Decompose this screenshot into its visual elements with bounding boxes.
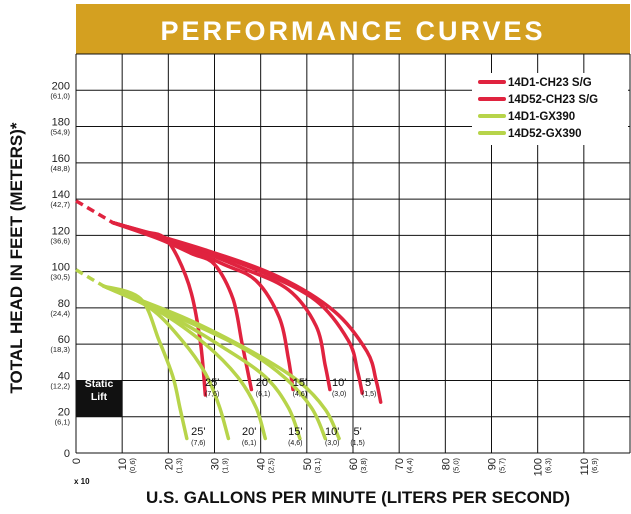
- y-tick-label-metric: (6,1): [55, 418, 71, 427]
- y-tick-label: 40: [58, 370, 70, 382]
- static-lift-label-line2: Lift: [91, 391, 108, 403]
- curve-label-metric: (4,6): [288, 440, 302, 447]
- static-lift-label-line1: Static: [85, 378, 114, 390]
- x-tick-label: 100: [533, 458, 545, 476]
- x-tick-label-metric: (5,0): [451, 457, 460, 473]
- pump-curve-line: [111, 220, 383, 404]
- curve-label: 10': [325, 426, 339, 438]
- curve-label-metric: (3,0): [325, 440, 339, 447]
- curve-label-metric: (4,6): [293, 391, 307, 398]
- curve-label-metric: (6,1): [256, 391, 270, 398]
- x-tick-label: 10: [117, 458, 129, 470]
- y-axis-ticks: 0 20(6,1) 40(12,2) 60(18,3) 80(24,4) 100(30,5…: [50, 80, 70, 460]
- y-tick-label: 60: [58, 334, 70, 346]
- curve-label: 20': [242, 426, 256, 438]
- y-tick-label: 20: [58, 407, 70, 419]
- x-tick-label-metric: (3,1): [313, 457, 322, 473]
- y-tick-label-metric: (54,9): [50, 128, 70, 137]
- y-tick-label: 140: [52, 189, 70, 201]
- dashed-curve-extension: [75, 268, 105, 288]
- curve-label: 5': [354, 426, 362, 438]
- curve-label-metric: (1,5): [362, 391, 376, 398]
- x-tick-label: 80: [440, 458, 452, 470]
- pump-curve-line: [101, 284, 341, 441]
- y-tick-label: 0: [64, 448, 70, 460]
- curve-label-metric: (6,1): [242, 440, 256, 447]
- x-tick-label: 30: [210, 458, 222, 470]
- y-tick-label: 80: [58, 298, 70, 310]
- x-axis-ticks: 0 10 (0,6) 20 (1,3) 30 (1,9) 40 (2,5) 50 (3,1) 60 (3…: [71, 457, 599, 476]
- x-tick-label-metric: (3,8): [359, 457, 368, 473]
- x-tick-label-metric: (5,7): [498, 457, 507, 473]
- y-tick-label: 120: [52, 225, 70, 237]
- x-axis-multiplier: x 10: [74, 477, 90, 486]
- curve-label: 5': [365, 377, 373, 389]
- x-tick-label: 90: [487, 458, 499, 470]
- y-tick-label-metric: (24,4): [50, 309, 70, 318]
- curve-label: 25': [205, 377, 219, 389]
- x-tick-label-metric: (1,3): [174, 457, 183, 473]
- y-tick-label: 100: [52, 262, 70, 274]
- curve-label-metric: (1,5): [350, 440, 364, 447]
- x-axis-title: U.S. GALLONS PER MINUTE (LITERS PER SECO…: [146, 488, 570, 507]
- x-tick-label: 40: [256, 458, 268, 470]
- x-tick-label: 0: [71, 458, 83, 464]
- legend-item-label: 14D52-GX390: [508, 128, 582, 140]
- curve-label: 20': [256, 377, 270, 389]
- curve-label-metric: (7,6): [205, 391, 219, 398]
- y-tick-label-metric: (36,6): [50, 236, 70, 245]
- y-tick-label: 180: [52, 117, 70, 129]
- curve-label: 15': [293, 377, 307, 389]
- title-banner: [76, 4, 630, 54]
- y-tick-label-metric: (42,7): [50, 200, 70, 209]
- curve-label: 10': [332, 377, 346, 389]
- pump-curves: [75, 199, 383, 441]
- chart-title: PERFORMANCE CURVES: [160, 16, 545, 46]
- y-axis-title: TOTAL HEAD IN FEET (METERS)*: [7, 122, 26, 393]
- x-tick-label: 60: [348, 458, 360, 470]
- curve-label: 25': [191, 426, 205, 438]
- curve-label-metric: (7,6): [191, 440, 205, 447]
- dashed-curve-extension: [75, 199, 114, 225]
- curve-labels: 25' (7,6) 20' (6,1) 15' (4,6) 10' (3,0) 5' (1,5) 2…: [191, 377, 376, 447]
- legend-item-label: 14D1-GX390: [508, 111, 575, 123]
- legend-item-label: 14D1-CH23 S/G: [508, 77, 592, 89]
- y-tick-label-metric: (48,8): [50, 164, 70, 173]
- legend-item-label: 14D52-CH23 S/G: [508, 94, 598, 106]
- x-tick-label-metric: (1,9): [221, 457, 230, 473]
- x-tick-label-metric: (2,5): [267, 457, 276, 473]
- static-lift-box: [76, 380, 123, 417]
- x-tick-label: 70: [394, 458, 406, 470]
- x-tick-label: 50: [302, 458, 314, 470]
- x-tick-label-metric: (6,9): [590, 457, 599, 473]
- x-tick-label: 20: [163, 458, 175, 470]
- y-tick-label-metric: (30,5): [50, 273, 70, 282]
- y-tick-label-metric: (12,2): [50, 381, 70, 390]
- pump-curve-line: [101, 284, 189, 441]
- x-tick-label: 110: [579, 458, 591, 476]
- curve-label: 15': [288, 426, 302, 438]
- y-tick-label: 200: [52, 80, 70, 92]
- x-tick-label-metric: (6,3): [544, 457, 553, 473]
- y-tick-label-metric: (61,0): [50, 91, 70, 100]
- curve-label-metric: (3,0): [332, 391, 346, 398]
- chart-legend: 14D1-CH23 S/G 14D52-CH23 S/G 14D1-GX390 14D…: [472, 73, 628, 145]
- y-tick-label-metric: (18,3): [50, 345, 70, 354]
- y-tick-label: 160: [52, 153, 70, 165]
- x-tick-label-metric: (4,4): [405, 457, 414, 473]
- x-tick-label-metric: (0,6): [128, 457, 137, 473]
